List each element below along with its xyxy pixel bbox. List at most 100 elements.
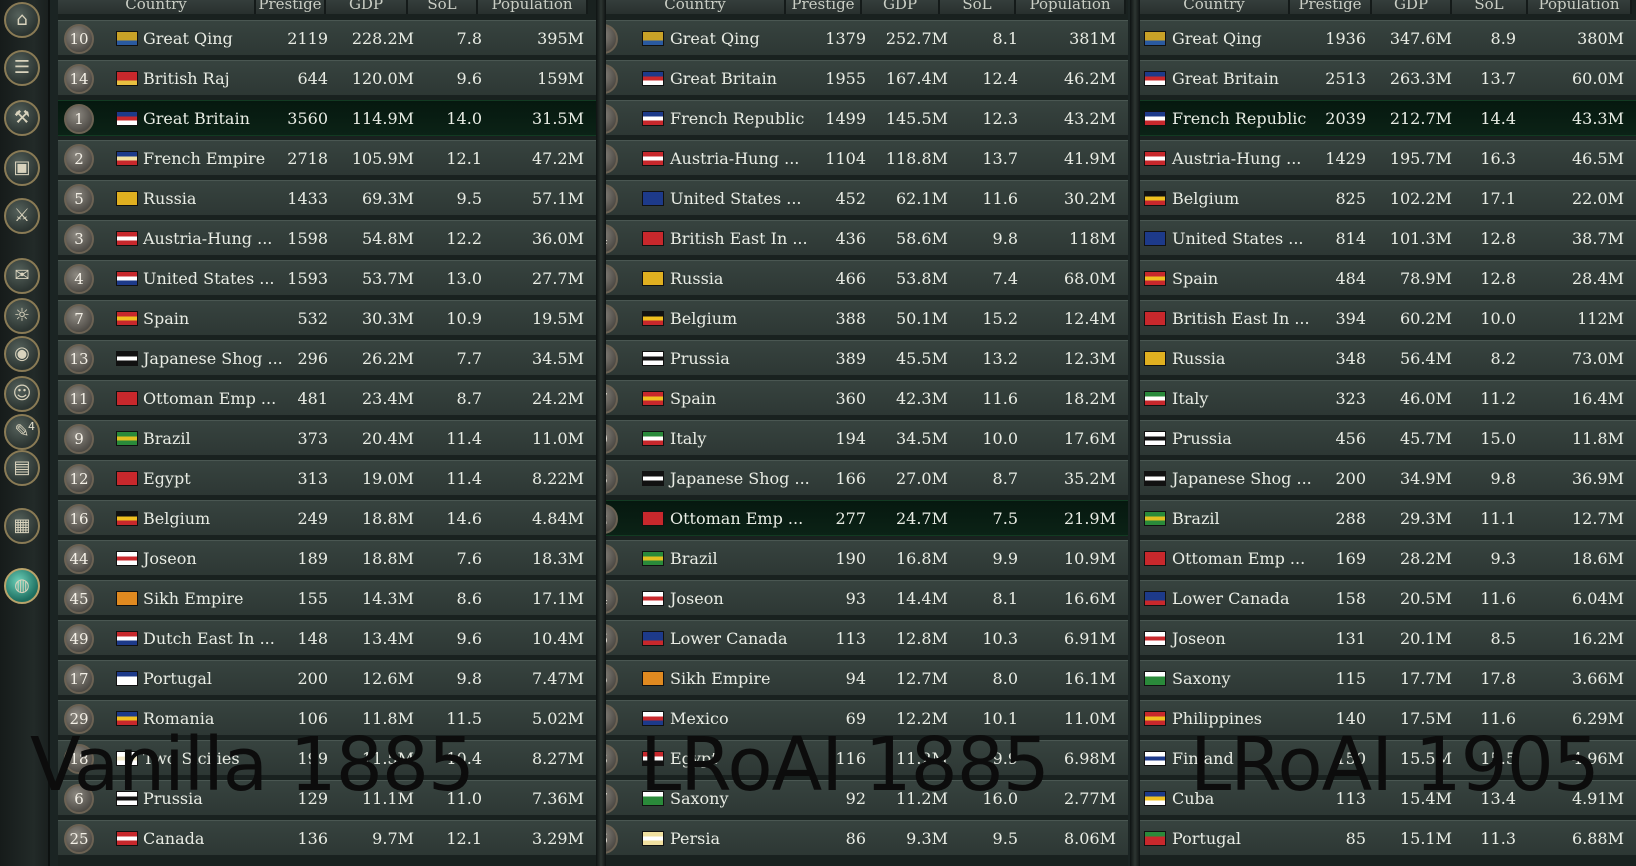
country-row[interactable]: Cuba 113 15.4M 13.4 4.91M (1140, 780, 1636, 816)
country-name[interactable]: Brazil (670, 549, 718, 568)
country-row[interactable]: Saxony 115 17.7M 17.8 3.66M (1140, 660, 1636, 696)
ledger-icon[interactable]: ▦ (4, 508, 40, 544)
country-row[interactable]: Russia 348 56.4M 8.2 73.0M (1140, 340, 1636, 376)
country-row[interactable]: Joseon 131 20.1M 8.5 16.2M (1140, 620, 1636, 656)
country-name[interactable]: French Empire (143, 149, 266, 168)
country-row[interactable]: Belgium 825 102.2M 17.1 22.0M (1140, 180, 1636, 216)
column-header-gdp[interactable]: GDP (1372, 0, 1452, 14)
country-row[interactable]: Austria-Hung ... 1104 118.8M 13.7 41.9M (606, 140, 1128, 176)
country-row[interactable]: 12 Egypt 313 19.0M 11.4 8.22M (58, 460, 602, 496)
column-header-population[interactable]: Population (478, 0, 588, 14)
country-row[interactable]: 2 Ottoman Emp ... 277 24.7M 7.5 21.9M (606, 500, 1128, 536)
country-name[interactable]: Portugal (143, 669, 213, 688)
country-name[interactable]: Great Britain (143, 109, 250, 128)
country-name[interactable]: Spain (143, 309, 190, 328)
country-row[interactable]: 25 Canada 136 9.7M 12.1 3.29M (58, 820, 602, 856)
military-icon[interactable]: ⚔ (4, 198, 40, 234)
country-name[interactable]: Russia (1172, 349, 1226, 368)
country-name[interactable]: Russia (670, 269, 724, 288)
country-name[interactable]: Spain (670, 389, 717, 408)
country-row[interactable]: Brazil 190 16.8M 9.9 10.9M (606, 540, 1128, 576)
government-icon[interactable]: ⌂ (4, 2, 40, 38)
country-row[interactable]: 11 Ottoman Emp ... 481 23.4M 8.7 24.2M (58, 380, 602, 416)
country-name[interactable]: United States ... (1172, 229, 1304, 248)
country-name[interactable]: Belgium (1172, 189, 1240, 208)
country-row[interactable]: 2 French Empire 2718 105.9M 12.1 47.2M (58, 140, 602, 176)
country-name[interactable]: Egypt (670, 749, 718, 768)
column-header-sol[interactable]: SoL (940, 0, 1016, 14)
country-row[interactable]: Prussia 389 45.5M 13.2 12.3M (606, 340, 1128, 376)
country-row[interactable]: Philippines 140 17.5M 11.6 6.29M (1140, 700, 1636, 736)
country-row[interactable]: Austria-Hung ... 1429 195.7M 16.3 46.5M (1140, 140, 1636, 176)
country-name[interactable]: Italy (670, 429, 707, 448)
column-header-prestige[interactable]: Prestige (256, 0, 326, 14)
country-name[interactable]: Dutch East In ... (143, 629, 275, 648)
country-name[interactable]: Great Britain (670, 69, 777, 88)
country-row[interactable]: 7 Saxony 92 11.2M 16.0 2.77M (606, 780, 1128, 816)
country-name[interactable]: Joseon (1172, 629, 1226, 648)
country-row[interactable]: 6 Lower Canada 113 12.8M 10.3 6.91M (606, 620, 1128, 656)
country-name[interactable]: Russia (143, 189, 197, 208)
country-row[interactable]: Italy 323 46.0M 11.2 16.4M (1140, 380, 1636, 416)
country-row[interactable]: Japanese Shog ... 200 34.9M 9.8 36.9M (1140, 460, 1636, 496)
country-name[interactable]: Brazil (143, 429, 191, 448)
country-name[interactable]: Belgium (670, 309, 738, 328)
country-name[interactable]: Ottoman Emp ... (143, 389, 277, 408)
country-name[interactable]: Joseon (143, 549, 197, 568)
column-header-gdp[interactable]: GDP (862, 0, 940, 14)
country-row[interactable]: 4 United States ... 1593 53.7M 13.0 27.7M (58, 260, 602, 296)
country-row[interactable]: United States ... 814 101.3M 12.8 38.7M (1140, 220, 1636, 256)
country-row[interactable]: 44 Joseon 189 18.8M 7.6 18.3M (58, 540, 602, 576)
country-row[interactable]: 18 Two Sicilies 199 11.5M 10.4 8.27M (58, 740, 602, 776)
country-row[interactable]: Brazil 288 29.3M 11.1 12.7M (1140, 500, 1636, 536)
country-name[interactable]: United States ... (670, 189, 802, 208)
country-row[interactable]: 5 Sikh Empire 94 12.7M 8.0 16.1M (606, 660, 1128, 696)
country-name[interactable]: Two Sicilies (143, 749, 240, 768)
country-row[interactable]: French Republic 1499 145.5M 12.3 43.2M (606, 100, 1128, 136)
country-row[interactable]: 1 Mexico 69 12.2M 10.1 11.0M (606, 700, 1128, 736)
country-row[interactable]: Russia 466 53.8M 7.4 68.0M (606, 260, 1128, 296)
country-name[interactable]: Finland (1172, 749, 1234, 768)
country-row[interactable]: 5 Russia 1433 69.3M 9.5 57.1M (58, 180, 602, 216)
country-row[interactable]: 1 Great Qing 1379 252.7M 8.1 381M (606, 20, 1128, 56)
country-name[interactable]: British Raj (143, 69, 230, 88)
politics-icon[interactable]: ◉ (4, 336, 40, 372)
country-name[interactable]: Prussia (143, 789, 203, 808)
country-name[interactable]: Canada (143, 829, 205, 848)
country-row[interactable]: Great Britain 2513 263.3M 13.7 60.0M (1140, 60, 1636, 96)
country-row[interactable]: 3 Egypt 116 11.2M 9.9 6.98M (606, 740, 1128, 776)
country-name[interactable]: Ottoman Emp ... (1172, 549, 1306, 568)
country-row[interactable]: 16 Belgium 249 18.8M 14.6 4.84M (58, 500, 602, 536)
column-header-prestige[interactable]: Prestige (786, 0, 862, 14)
country-row[interactable]: United States ... 452 62.1M 11.6 30.2M (606, 180, 1128, 216)
country-row[interactable]: French Republic 2039 212.7M 14.4 43.3M (1140, 100, 1636, 136)
country-row[interactable]: 1 Great Britain 3560 114.9M 14.0 31.5M (58, 100, 602, 136)
country-name[interactable]: Ottoman Emp ... (670, 509, 804, 528)
country-name[interactable]: Saxony (1172, 669, 1231, 688)
country-name[interactable]: Lower Canada (1172, 589, 1290, 608)
column-header-prestige[interactable]: Prestige (1290, 0, 1372, 14)
country-row[interactable]: 0 Italy 194 34.5M 10.0 17.6M (606, 420, 1128, 456)
country-name[interactable]: Spain (1172, 269, 1219, 288)
country-name[interactable]: Brazil (1172, 509, 1220, 528)
country-name[interactable]: Philippines (1172, 709, 1263, 728)
journal-icon[interactable]: ✎ (4, 414, 40, 450)
country-row[interactable]: 45 Sikh Empire 155 14.3M 8.6 17.1M (58, 580, 602, 616)
country-name[interactable]: Lower Canada (670, 629, 788, 648)
country-row[interactable]: 7 Spain 360 42.3M 11.6 18.2M (606, 380, 1128, 416)
country-row[interactable]: Portugal 85 15.1M 11.3 6.88M (1140, 820, 1636, 856)
country-row[interactable]: 13 Japanese Shog ... 296 26.2M 7.7 34.5M (58, 340, 602, 376)
country-name[interactable]: Joseon (670, 589, 724, 608)
market-icon[interactable]: ▣ (4, 150, 40, 186)
column-header-gdp[interactable]: GDP (326, 0, 408, 14)
column-header-country[interactable]: Country (58, 0, 256, 14)
column-header-sol[interactable]: SoL (408, 0, 478, 14)
country-row[interactable]: Belgium 388 50.1M 15.2 12.4M (606, 300, 1128, 336)
diplomacy-icon[interactable]: ✉ (4, 258, 40, 294)
country-row[interactable]: 3 Japanese Shog ... 166 27.0M 8.7 35.2M (606, 460, 1128, 496)
country-name[interactable]: Great Qing (143, 29, 233, 48)
column-header-sol[interactable]: SoL (1452, 0, 1528, 14)
country-row[interactable]: Spain 484 78.9M 12.8 28.4M (1140, 260, 1636, 296)
country-name[interactable]: Great Qing (670, 29, 760, 48)
column-header-population[interactable]: Population (1528, 0, 1632, 14)
